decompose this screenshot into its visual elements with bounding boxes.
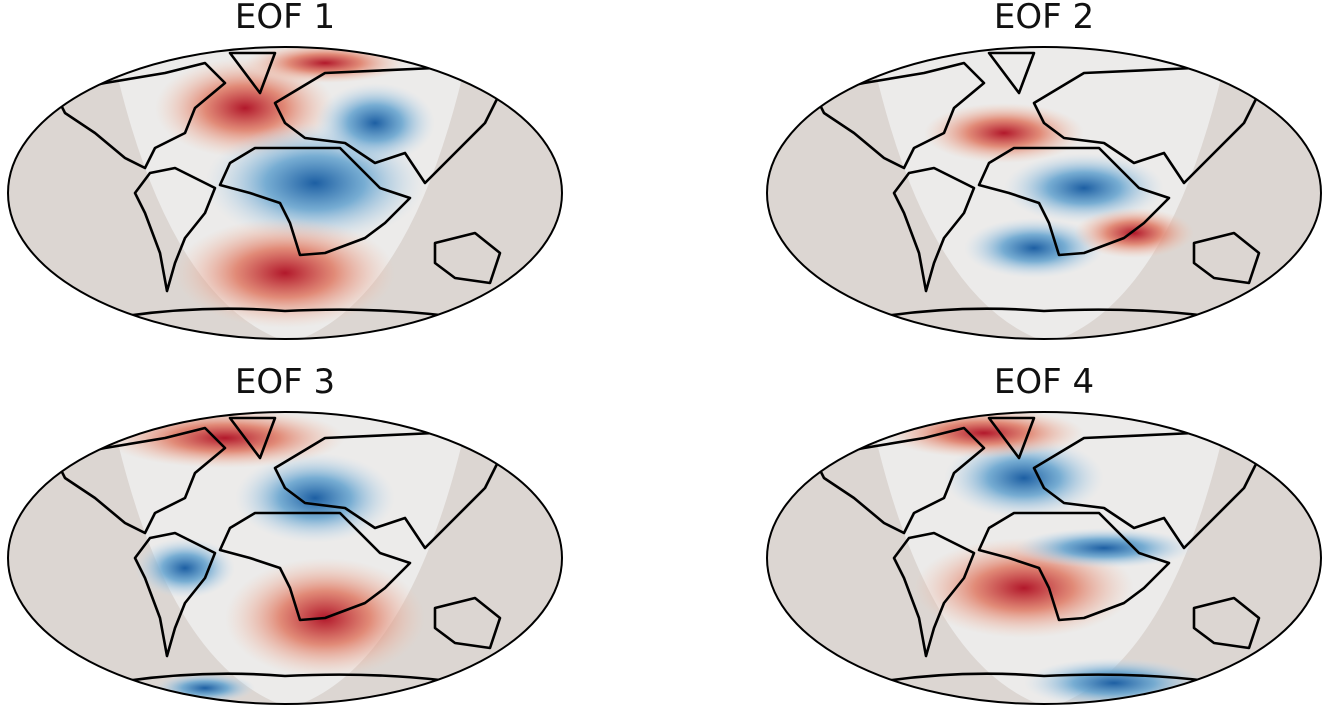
map-panel — [7, 46, 563, 340]
globe-border — [766, 411, 1322, 705]
anomaly — [964, 218, 1104, 278]
map-field — [767, 412, 1321, 704]
anomaly — [105, 412, 345, 468]
globe-border — [7, 46, 563, 340]
map-panel — [766, 411, 1322, 705]
map-field — [767, 47, 1321, 339]
map-field — [8, 47, 562, 339]
anomaly — [1004, 153, 1164, 223]
map-panel — [7, 411, 563, 705]
anomaly — [235, 453, 395, 543]
panel-title: EOF 2 — [994, 0, 1094, 37]
panel-title: EOF 4 — [994, 362, 1094, 402]
anomaly — [315, 83, 435, 163]
globe-border — [7, 411, 563, 705]
anomaly — [1014, 528, 1194, 568]
anomaly — [135, 538, 235, 598]
globe-border — [766, 46, 1322, 340]
map-panel — [766, 46, 1322, 340]
panel-title: EOF 1 — [235, 0, 335, 37]
anomaly — [175, 218, 395, 328]
panel-title: EOF 3 — [235, 362, 335, 402]
